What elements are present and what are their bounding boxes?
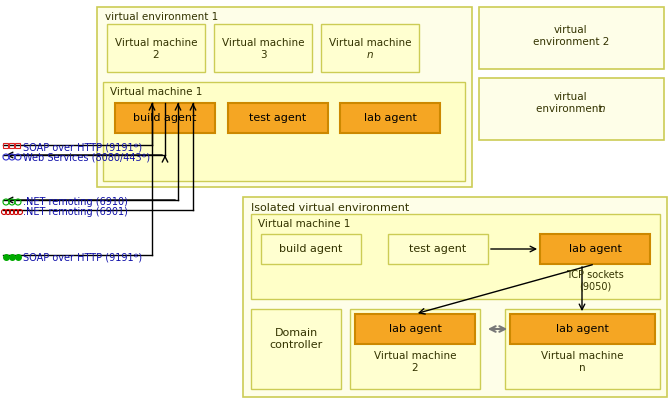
Text: Domain
controller: Domain controller [269,328,323,350]
Text: test agent: test agent [409,244,466,254]
Text: Isolated virtual environment: Isolated virtual environment [251,203,409,213]
Bar [97,7,472,187]
Text: Virtual machine: Virtual machine [329,38,411,48]
Text: lab agent: lab agent [388,324,442,334]
Text: n: n [599,104,605,114]
Bar [388,234,488,264]
Text: TCP sockets
(9050): TCP sockets (9050) [566,270,624,292]
Bar [321,24,419,72]
Bar [251,214,660,299]
Bar [107,24,205,72]
Text: SOAP over HTTP (9191*): SOAP over HTTP (9191*) [23,252,142,262]
Text: build agent: build agent [133,113,197,123]
Bar [479,7,664,69]
Bar [243,197,667,397]
Text: 2: 2 [153,50,159,60]
Bar [355,314,475,344]
Text: Virtual machine: Virtual machine [115,38,198,48]
Bar [340,103,440,133]
Bar [251,309,341,389]
Bar [103,82,465,181]
Text: lab agent: lab agent [364,113,417,123]
Text: .NET remoting (6901): .NET remoting (6901) [23,207,128,217]
Text: Web Services (8080/443*): Web Services (8080/443*) [23,152,150,162]
Text: 3: 3 [259,50,266,60]
Bar [479,78,664,140]
Bar [510,314,655,344]
Text: n: n [367,50,374,60]
Bar [214,24,312,72]
Bar [228,103,328,133]
Bar [505,309,660,389]
Text: .NET remoting (6910): .NET remoting (6910) [23,197,128,207]
Text: Virtual machine
n: Virtual machine n [541,351,623,373]
Text: test agent: test agent [249,113,306,123]
Text: lab agent: lab agent [556,324,608,334]
Bar [350,309,480,389]
Text: virtual: virtual [554,92,588,102]
Text: Virtual machine: Virtual machine [222,38,304,48]
Bar [9,143,14,148]
Text: virtual
environment 2: virtual environment 2 [533,25,610,47]
Text: build agent: build agent [280,244,343,254]
Text: environment: environment [536,104,606,114]
Text: SOAP over HTTP (9191*): SOAP over HTTP (9191*) [23,142,142,152]
Bar [3,143,8,148]
Bar [540,234,650,264]
Text: virtual environment 1: virtual environment 1 [105,12,218,22]
Text: Virtual machine
2: Virtual machine 2 [374,351,456,373]
Bar [115,103,215,133]
Bar [15,143,20,148]
Text: Virtual machine 1: Virtual machine 1 [258,219,350,229]
Text: Virtual machine 1: Virtual machine 1 [110,87,202,97]
Text: lab agent: lab agent [569,244,622,254]
Bar [261,234,361,264]
